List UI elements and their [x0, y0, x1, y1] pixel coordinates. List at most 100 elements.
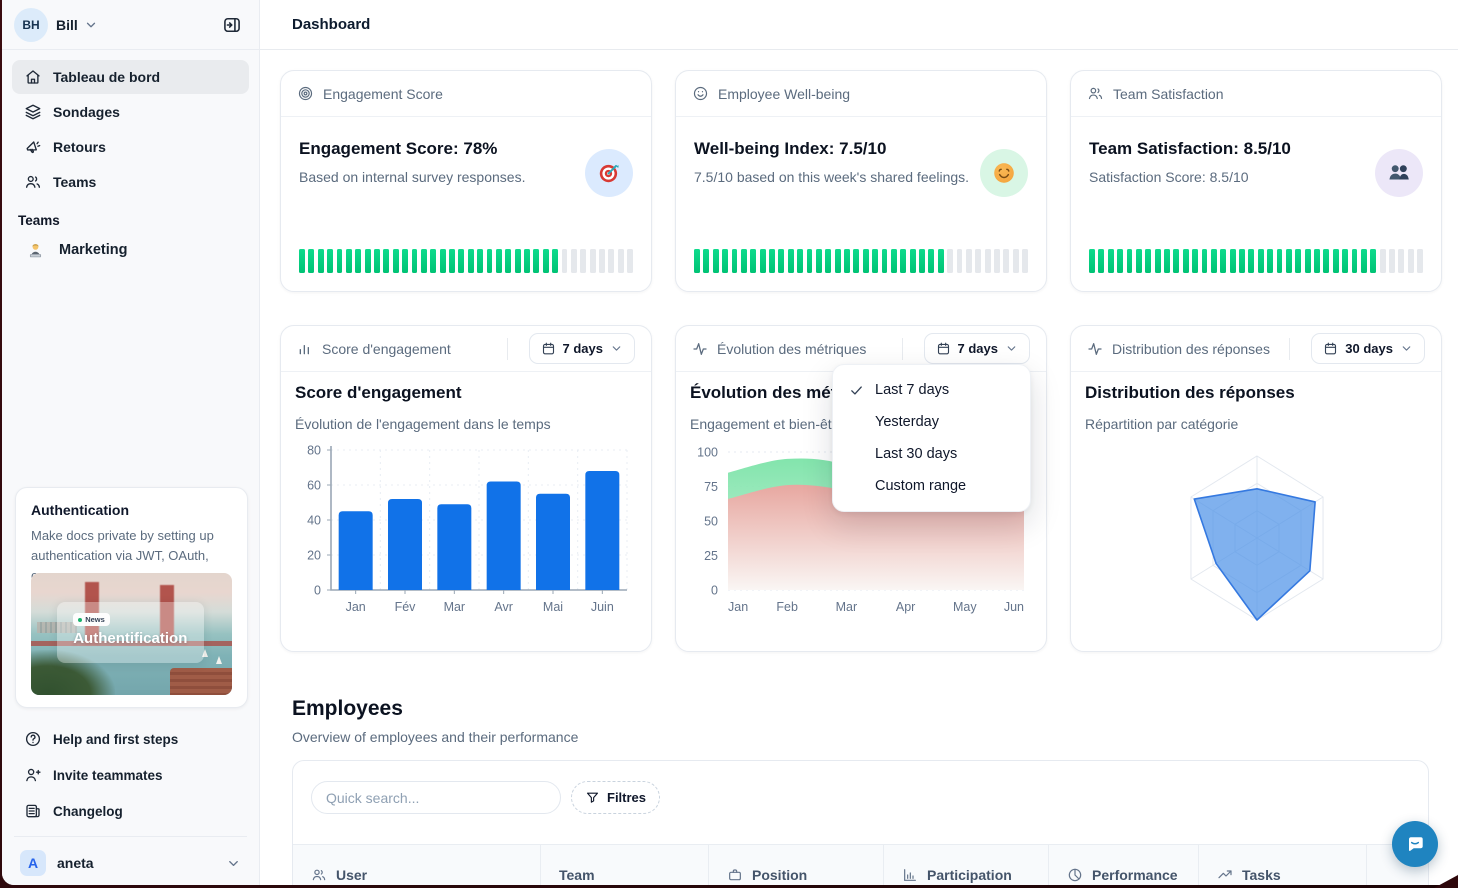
menu-item-last-7-days[interactable]: Last 7 days — [839, 374, 1024, 406]
avatar[interactable]: BH — [14, 7, 48, 42]
sailboat-art — [201, 648, 208, 657]
chevron-down-icon — [1007, 346, 1016, 351]
chart-title: Score d'engagement — [295, 383, 462, 402]
pie-chart-icon — [1067, 867, 1083, 883]
chevron-down-icon — [226, 856, 241, 871]
promo-image[interactable]: News Authentification — [31, 573, 232, 695]
date-range-label: 7 days — [562, 341, 603, 356]
employees-title: Employees — [292, 697, 403, 720]
briefcase-icon — [727, 867, 743, 883]
sidebar-item-invite[interactable]: Invite teammates — [12, 758, 249, 792]
column-header-team[interactable]: Team — [540, 845, 708, 885]
chart-subtitle: Évolution de l'engagement dans le temps — [295, 416, 551, 432]
svg-text:May: May — [953, 600, 977, 614]
svg-text:80: 80 — [307, 444, 321, 458]
stat-card-header: Team Satisfaction — [1113, 85, 1224, 102]
column-header-tasks[interactable]: Tasks — [1198, 845, 1366, 885]
activity-icon — [692, 341, 708, 357]
column-header-position[interactable]: Position — [708, 845, 883, 885]
stat-title: Engagement Score: 78% — [299, 139, 498, 158]
svg-text:Mai: Mai — [543, 600, 563, 614]
user-name[interactable]: Bill — [56, 16, 78, 33]
sidebar-item-label: Teams — [53, 174, 97, 190]
users-icon — [24, 173, 42, 191]
svg-text:Mar: Mar — [444, 600, 466, 614]
sailboat-art — [215, 655, 222, 664]
svg-text:20: 20 — [307, 549, 321, 563]
menu-item-yesterday[interactable]: Yesterday — [875, 414, 939, 430]
workspace-name: aneta — [57, 855, 94, 871]
column-header-participation[interactable]: Participation — [883, 845, 1048, 885]
sidebar-item-retours[interactable]: Retours — [12, 130, 249, 164]
sidebar-nav: Tableau de bord Sondages Retours Teams — [2, 50, 259, 199]
foliage-art — [31, 649, 116, 695]
calendar-icon — [542, 342, 554, 355]
stat-subtitle: Satisfaction Score: 8.5/10 — [1089, 169, 1249, 185]
date-range-button[interactable]: 7 days — [923, 333, 1030, 364]
column-header-user[interactable]: User — [293, 845, 540, 885]
smile-icon — [692, 85, 709, 102]
chevron-down-icon — [1402, 346, 1411, 351]
sidebar-item-tableau-de-bord[interactable]: Tableau de bord — [12, 60, 249, 94]
table-header-row: User Team Position Participation Perform… — [293, 844, 1428, 885]
chart-title: Distribution des réponses — [1085, 383, 1295, 402]
collapse-sidebar-button[interactable] — [217, 10, 247, 40]
calendar-icon — [1325, 342, 1337, 355]
divider — [901, 337, 903, 360]
stat-card-wellbeing: Employee Well-being Well-being Index: 7.… — [675, 70, 1047, 292]
progress-bar — [299, 249, 633, 273]
sidebar-item-label: Retours — [53, 139, 106, 155]
footer-item-label: Changelog — [53, 803, 123, 819]
trend-up-icon — [1217, 867, 1233, 883]
employees-subtitle: Overview of employees and their performa… — [292, 729, 579, 745]
divider — [1289, 337, 1291, 360]
sidebar-section-label: Teams — [18, 213, 60, 228]
sidebar-item-changelog[interactable]: Changelog — [12, 794, 249, 828]
sidebar-item-sondages[interactable]: Sondages — [12, 95, 249, 129]
funnel-icon — [586, 792, 599, 803]
target-icon — [297, 85, 314, 102]
footer-item-label: Invite teammates — [53, 767, 163, 783]
svg-text:75: 75 — [704, 480, 718, 494]
divider — [506, 337, 508, 360]
sidebar-item-teams[interactable]: Teams — [12, 165, 249, 199]
technologist-emoji — [24, 239, 46, 261]
divider — [14, 836, 247, 837]
chart-card-header: Distribution des réponses — [1112, 340, 1270, 357]
svg-text:Juin: Juin — [591, 600, 614, 614]
menu-item-last-30-days[interactable]: Last 30 days — [875, 446, 958, 462]
page-title: Dashboard — [292, 16, 371, 33]
filters-button[interactable]: Filtres — [571, 781, 661, 814]
sidebar: BH Bill Tableau de bord Sondages Retours — [2, 0, 260, 885]
workspace-switcher[interactable]: A aneta — [12, 845, 249, 881]
column-header-performance[interactable]: Performance — [1048, 845, 1198, 885]
bridge-tower-art — [159, 585, 174, 645]
column-chart-icon — [902, 867, 918, 883]
changelog-icon — [24, 802, 42, 820]
employees-table-card: Filtres User Team Position Participation… — [292, 760, 1429, 885]
sidebar-team-marketing[interactable]: Marketing — [12, 234, 249, 266]
svg-text:50: 50 — [704, 515, 718, 529]
promo-title: Authentication — [31, 502, 129, 518]
sidebar-item-help[interactable]: Help and first steps — [12, 722, 249, 756]
team-label: Marketing — [59, 242, 128, 258]
stat-card-header: Engagement Score — [323, 85, 443, 102]
column-chart-icon — [297, 341, 313, 357]
filters-label: Filtres — [607, 790, 647, 805]
chart-card-header: Score d'engagement — [322, 340, 451, 357]
chat-launcher-button[interactable] — [1392, 821, 1438, 867]
date-range-button[interactable]: 30 days — [1311, 333, 1425, 364]
date-range-label: 7 days — [957, 341, 998, 356]
sidebar-header: BH Bill — [2, 0, 259, 50]
promo-card-authentication[interactable]: Authentication Make docs private by sett… — [15, 487, 248, 708]
chart-card-engagement-score: Score d'engagement 7 days Score d'engage… — [280, 325, 652, 652]
smiling-face-emoji — [980, 149, 1028, 197]
search-input[interactable] — [311, 781, 561, 814]
svg-text:Fév: Fév — [395, 600, 417, 614]
topbar: Dashboard — [260, 0, 1458, 50]
activity-icon — [1087, 341, 1103, 357]
chart-subtitle: Répartition par catégorie — [1085, 416, 1239, 432]
date-range-button[interactable]: 7 days — [528, 333, 635, 364]
menu-item-custom-range[interactable]: Custom range — [875, 478, 967, 494]
